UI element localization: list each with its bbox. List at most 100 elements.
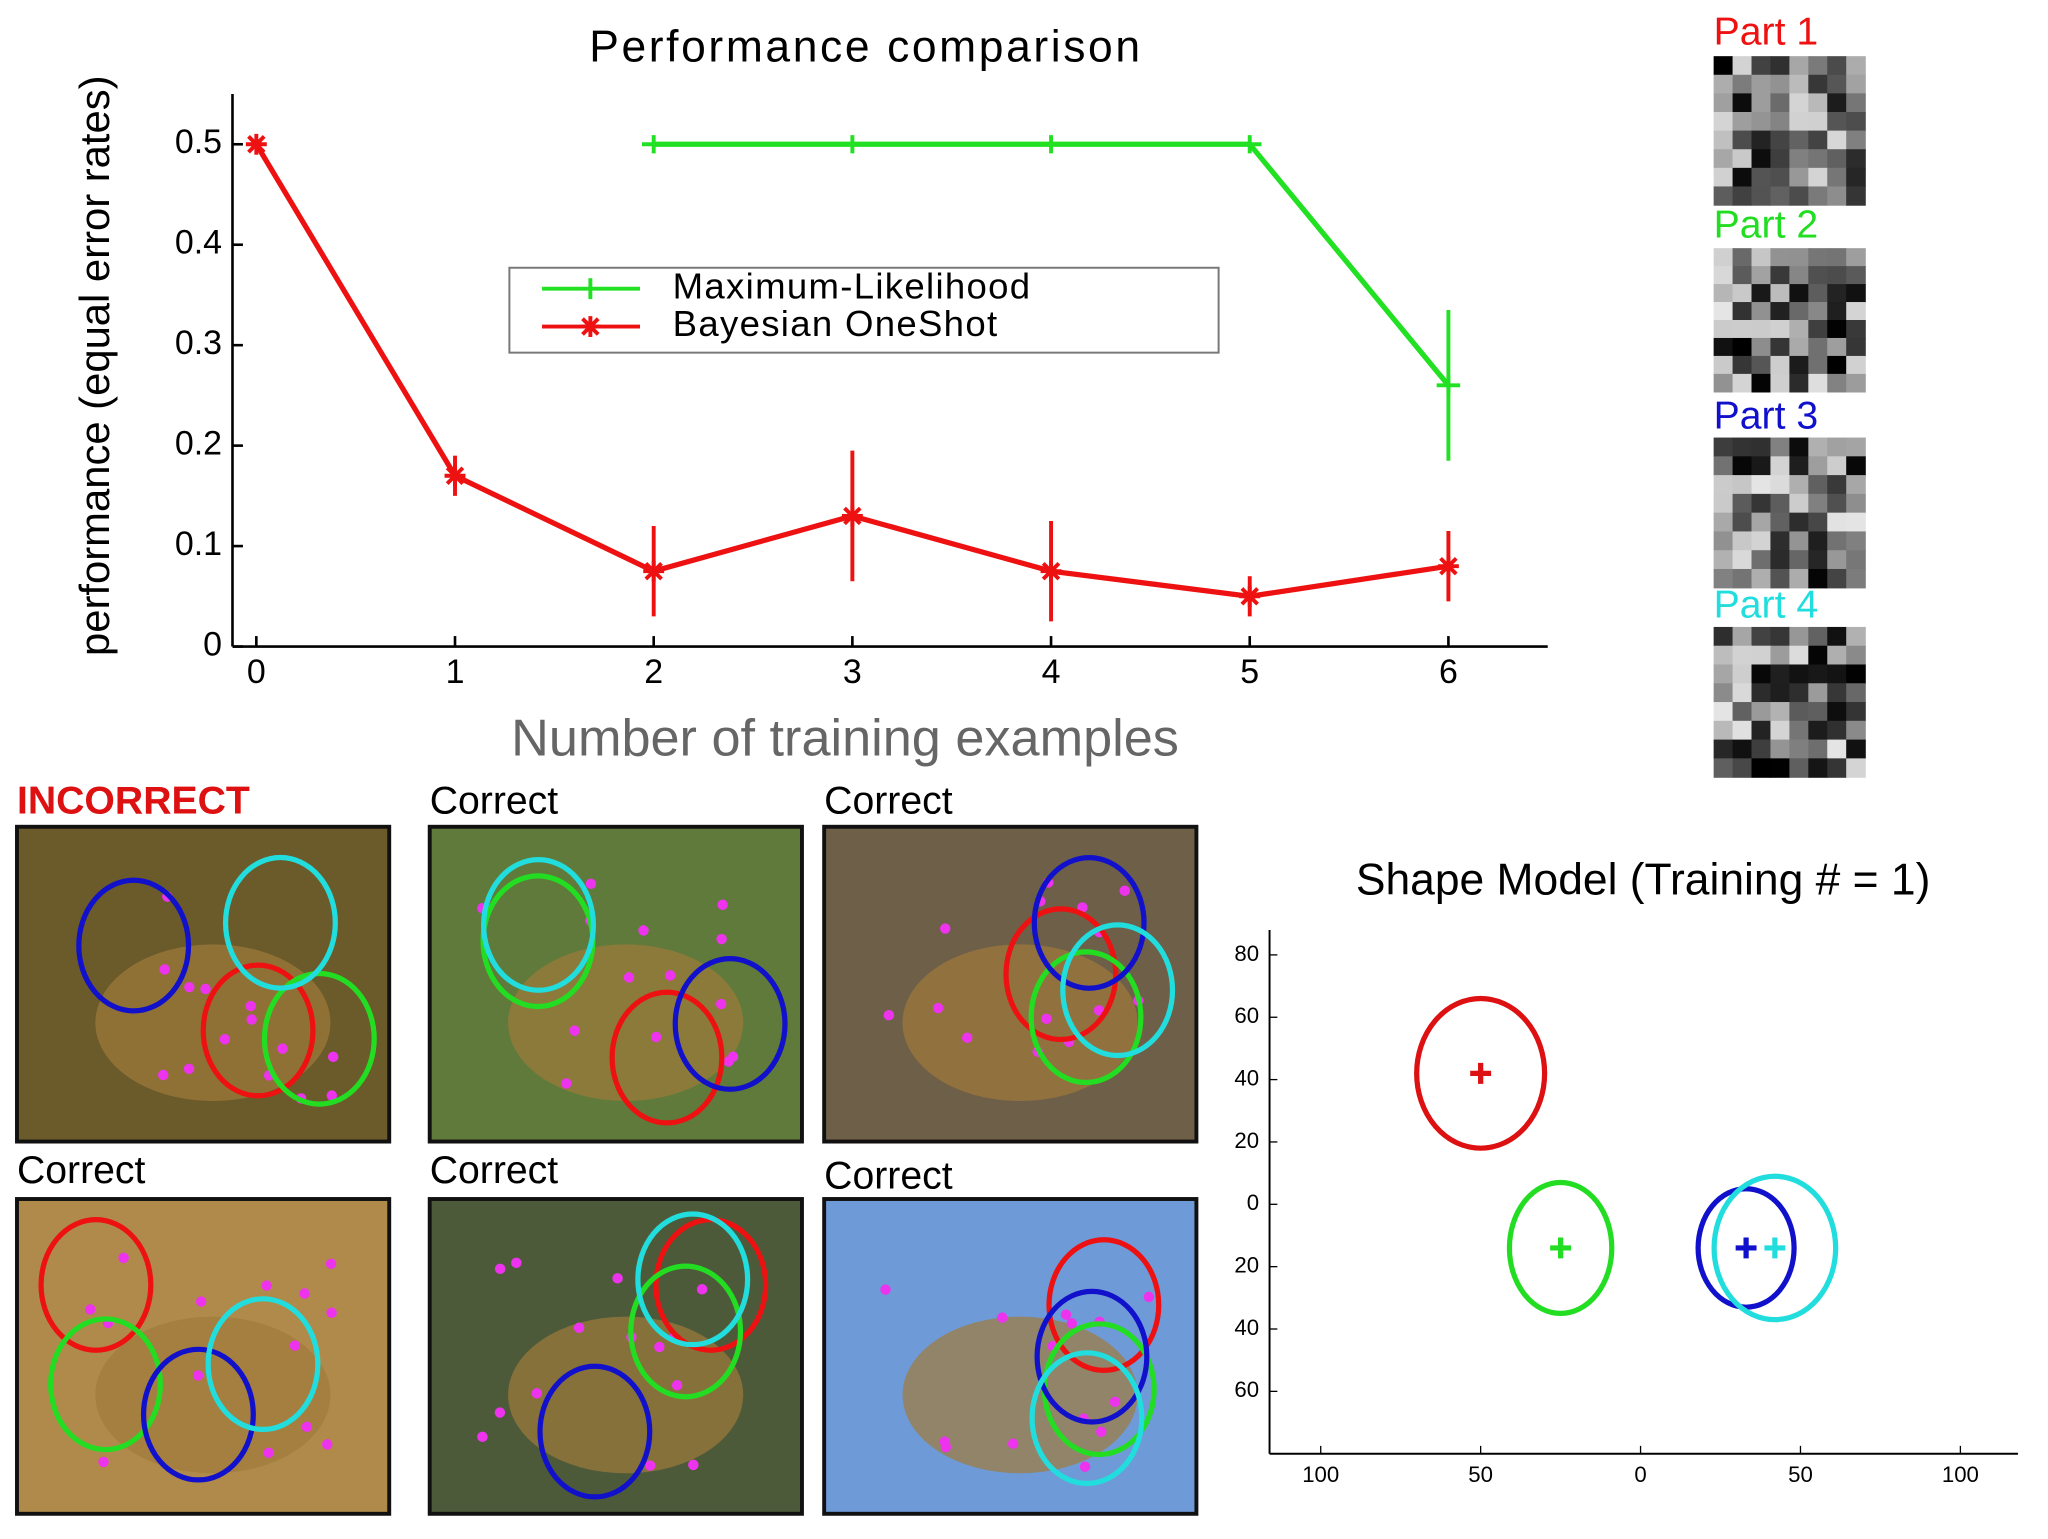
part-ring (1031, 854, 1147, 991)
marker (641, 135, 666, 154)
patch-pixel (1770, 664, 1791, 684)
patch-pixel (1770, 186, 1791, 206)
patch-pixel (1789, 739, 1809, 760)
patch-pixel (1751, 111, 1772, 132)
patch-pixel (1827, 93, 1847, 113)
patch-pixel (1732, 550, 1753, 570)
feature-dot (98, 1456, 109, 1468)
patch-pixel (1732, 93, 1753, 113)
patch-pixel (1789, 56, 1809, 76)
patch-pixel (1770, 284, 1791, 303)
feature-dot (326, 1090, 338, 1101)
patch-pixel (1789, 702, 1809, 722)
patch-pixel (1789, 93, 1809, 113)
feature-dot (932, 1002, 944, 1014)
patch-pixel (1808, 319, 1828, 339)
x-tick-label: 50 (1468, 1462, 1493, 1487)
patch-pixel (1846, 373, 1866, 393)
feature-dot (263, 1447, 274, 1459)
patch-pixel (1751, 664, 1772, 684)
patch-pixel (1789, 437, 1809, 457)
feature-dot (1109, 1396, 1121, 1408)
feature-dot (585, 878, 597, 890)
feature-dot (716, 933, 727, 945)
patch-pixel (1751, 74, 1772, 95)
patch-pixel (1732, 512, 1753, 533)
patch-pixel (1789, 373, 1809, 393)
patch-pixel (1846, 319, 1866, 339)
patch-pixel (1713, 149, 1734, 169)
patch-pixel (1751, 568, 1772, 589)
patch-pixel (1808, 531, 1828, 551)
patch-pixel (1846, 266, 1866, 285)
patch-pixel (1808, 664, 1828, 684)
patch-pixel (1789, 149, 1809, 169)
y-tick-label: 0.2 (175, 425, 222, 463)
part-center (1470, 1062, 1492, 1084)
x-tick-label: 100 (1942, 1462, 1979, 1487)
patch-pixel (1770, 475, 1791, 495)
patch-pixel (1713, 167, 1734, 188)
patch-pixel (1808, 167, 1828, 188)
photo-blob (95, 944, 331, 1102)
patch-pixel (1770, 373, 1791, 393)
patch-pixel (1751, 512, 1772, 533)
patch-pixel (1827, 355, 1847, 375)
feature-dot (183, 1063, 195, 1075)
patch-pixel (1770, 683, 1791, 703)
feature-dot (717, 899, 728, 910)
part-ring (200, 962, 316, 1099)
photo-blob (902, 1316, 1138, 1474)
patch-pixel (1713, 130, 1734, 150)
marker (643, 560, 665, 582)
patch-pixel (1770, 739, 1791, 760)
patch-pixel (1713, 720, 1734, 741)
patch-pixel (1713, 437, 1734, 457)
patch-pixel (1789, 302, 1809, 321)
patch-pixel (1789, 266, 1809, 285)
part-ring (635, 1211, 751, 1348)
patch-pixel (1846, 739, 1866, 760)
patch-pixel (1846, 720, 1866, 741)
patch-pixel (1827, 475, 1847, 495)
photo-blob (508, 1316, 744, 1474)
part-ring (205, 1296, 321, 1433)
patch-pixel (1751, 373, 1772, 393)
marker-shape (245, 133, 267, 155)
patch-pixel (1751, 186, 1772, 206)
patch-pixel (1770, 248, 1791, 267)
patch-pixel (1732, 248, 1753, 267)
patch-pixel (1827, 568, 1847, 589)
patch-pixel (1732, 319, 1753, 339)
part-label: Part 1 (1714, 10, 1819, 53)
patch-pixel (1713, 493, 1734, 514)
feature-dot (671, 1380, 683, 1391)
patch-pixel (1808, 626, 1828, 647)
y-tick-label: 0 (203, 625, 222, 663)
patch-pixel (1751, 683, 1772, 703)
patch-pixel (1770, 319, 1791, 339)
patch-pixel (1770, 702, 1791, 722)
patch-pixel (1827, 248, 1847, 267)
feature-dot (219, 1034, 231, 1045)
feature-dot (623, 972, 635, 983)
patch-pixel (1789, 337, 1809, 357)
marker-shape (1239, 585, 1261, 607)
patch-pixel (1770, 456, 1791, 476)
patch-pixel (1846, 493, 1866, 514)
patch-pixel (1827, 437, 1847, 457)
patch-pixel (1846, 475, 1866, 495)
marker (1040, 560, 1062, 582)
part-label: Part 2 (1714, 204, 1819, 247)
patch-pixel (1808, 758, 1828, 778)
part-ring (537, 1363, 653, 1500)
part-ring (672, 956, 788, 1092)
patch-pixel (1789, 248, 1809, 267)
marker-shape (840, 135, 865, 154)
patch-pixel (1732, 739, 1753, 760)
patch-pixel (1732, 702, 1753, 722)
patch-pixel (1808, 93, 1828, 113)
y-tick-label: 0.1 (175, 525, 222, 563)
patch-pixel (1846, 664, 1866, 684)
x-tick-label: 5 (1240, 653, 1259, 691)
